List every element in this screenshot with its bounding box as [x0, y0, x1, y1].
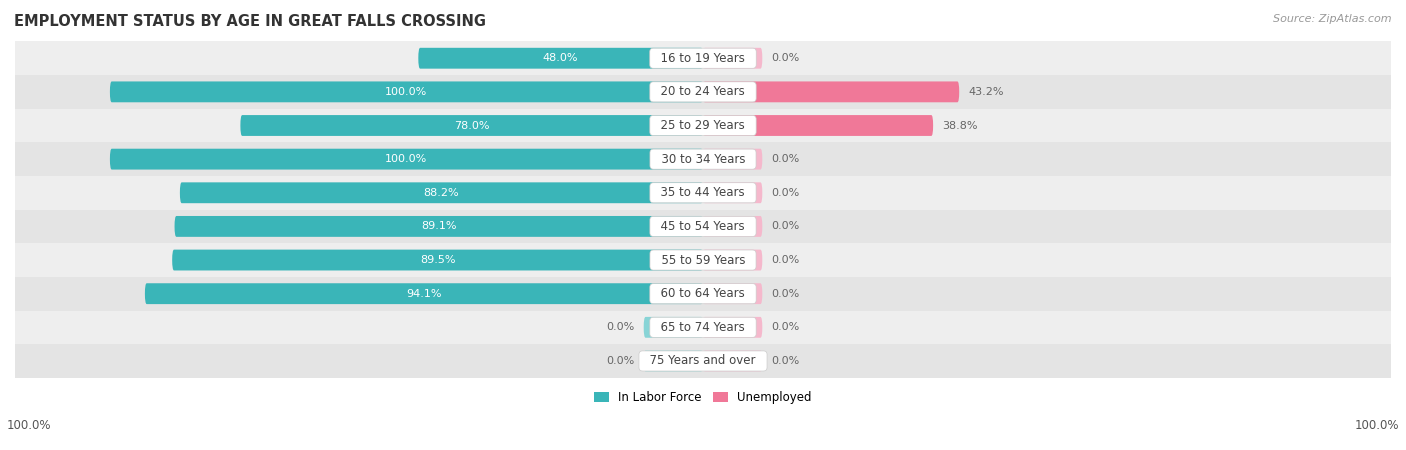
FancyBboxPatch shape — [703, 48, 762, 69]
Text: 48.0%: 48.0% — [543, 53, 578, 63]
Text: 94.1%: 94.1% — [406, 289, 441, 299]
FancyBboxPatch shape — [110, 81, 703, 102]
Bar — [3, 75, 1403, 109]
Text: 45 to 54 Years: 45 to 54 Years — [654, 220, 752, 233]
Bar — [3, 277, 1403, 310]
Text: 65 to 74 Years: 65 to 74 Years — [654, 321, 752, 334]
Text: 60 to 64 Years: 60 to 64 Years — [654, 287, 752, 300]
Text: 89.5%: 89.5% — [420, 255, 456, 265]
Text: 30 to 34 Years: 30 to 34 Years — [654, 153, 752, 166]
FancyBboxPatch shape — [703, 81, 959, 102]
Text: 0.0%: 0.0% — [772, 356, 800, 366]
FancyBboxPatch shape — [703, 283, 762, 304]
Text: Source: ZipAtlas.com: Source: ZipAtlas.com — [1274, 14, 1392, 23]
FancyBboxPatch shape — [180, 182, 703, 203]
FancyBboxPatch shape — [703, 115, 934, 136]
FancyBboxPatch shape — [703, 351, 762, 371]
Text: 0.0%: 0.0% — [772, 154, 800, 164]
Text: 0.0%: 0.0% — [772, 255, 800, 265]
FancyBboxPatch shape — [172, 250, 703, 270]
FancyBboxPatch shape — [703, 148, 762, 170]
Text: 100.0%: 100.0% — [385, 87, 427, 97]
Bar — [3, 210, 1403, 243]
Legend: In Labor Force, Unemployed: In Labor Force, Unemployed — [589, 386, 817, 409]
Text: 0.0%: 0.0% — [606, 356, 634, 366]
FancyBboxPatch shape — [703, 182, 762, 203]
Text: 0.0%: 0.0% — [606, 322, 634, 332]
Text: EMPLOYMENT STATUS BY AGE IN GREAT FALLS CROSSING: EMPLOYMENT STATUS BY AGE IN GREAT FALLS … — [14, 14, 486, 28]
FancyBboxPatch shape — [145, 283, 703, 304]
Text: 0.0%: 0.0% — [772, 289, 800, 299]
Bar — [3, 109, 1403, 142]
Text: 0.0%: 0.0% — [772, 188, 800, 198]
Text: 35 to 44 Years: 35 to 44 Years — [654, 186, 752, 199]
Text: 89.1%: 89.1% — [420, 221, 457, 231]
Bar — [3, 243, 1403, 277]
FancyBboxPatch shape — [703, 317, 762, 338]
FancyBboxPatch shape — [419, 48, 703, 69]
Bar — [3, 176, 1403, 210]
Bar — [3, 344, 1403, 378]
Text: 43.2%: 43.2% — [969, 87, 1004, 97]
Text: 0.0%: 0.0% — [772, 221, 800, 231]
FancyBboxPatch shape — [703, 250, 762, 270]
FancyBboxPatch shape — [240, 115, 703, 136]
Text: 75 Years and over: 75 Years and over — [643, 355, 763, 368]
Text: 100.0%: 100.0% — [1354, 419, 1399, 432]
Text: 0.0%: 0.0% — [772, 322, 800, 332]
Bar — [3, 41, 1403, 75]
Text: 16 to 19 Years: 16 to 19 Years — [654, 52, 752, 65]
FancyBboxPatch shape — [174, 216, 703, 237]
Text: 100.0%: 100.0% — [385, 154, 427, 164]
Text: 0.0%: 0.0% — [772, 53, 800, 63]
Bar — [3, 142, 1403, 176]
Text: 25 to 29 Years: 25 to 29 Years — [654, 119, 752, 132]
Text: 100.0%: 100.0% — [7, 419, 52, 432]
Text: 88.2%: 88.2% — [423, 188, 460, 198]
Bar — [3, 310, 1403, 344]
Text: 55 to 59 Years: 55 to 59 Years — [654, 253, 752, 266]
FancyBboxPatch shape — [644, 317, 703, 338]
FancyBboxPatch shape — [644, 351, 703, 371]
Text: 38.8%: 38.8% — [942, 121, 977, 130]
FancyBboxPatch shape — [703, 216, 762, 237]
Text: 20 to 24 Years: 20 to 24 Years — [654, 86, 752, 99]
FancyBboxPatch shape — [110, 148, 703, 170]
Text: 78.0%: 78.0% — [454, 121, 489, 130]
